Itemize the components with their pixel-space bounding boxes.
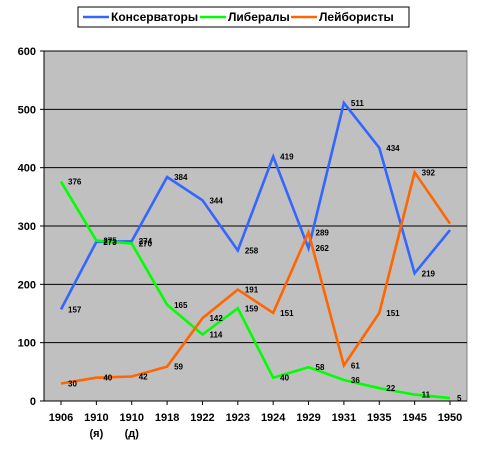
x-tick-sublabel: (я) <box>89 428 103 440</box>
series-line-2 <box>59 181 451 400</box>
x-tick-sublabel: (д) <box>125 428 140 440</box>
x-tick-label: 1924 <box>261 412 286 424</box>
data-label: 40 <box>280 374 289 383</box>
data-label: 61 <box>351 361 360 370</box>
x-tick-label: 1910 <box>84 412 108 424</box>
data-label: 392 <box>422 168 436 177</box>
y-tick-label: 400 <box>18 163 36 175</box>
x-tick-label: 1950 <box>438 412 462 424</box>
legend-label: Консерваторы <box>111 10 198 24</box>
x-axis: 1906 1910 (я) 1910 (д) 1918 1922 1923 1924 1929 19… <box>44 400 467 440</box>
series-line-1 <box>59 99 452 311</box>
y-tick-label: 300 <box>18 221 36 233</box>
x-tick-label: 1931 <box>332 412 356 424</box>
y-tick-label: 500 <box>18 104 36 116</box>
data-label: 275 <box>103 237 117 246</box>
y-tick-label: 0 <box>30 396 36 408</box>
legend-label: Лейбористы <box>319 10 394 24</box>
data-label: 159 <box>245 304 259 313</box>
x-tick-label: 1910 <box>119 412 143 424</box>
data-label: 42 <box>139 373 148 382</box>
x-tick-label: 1922 <box>190 412 214 424</box>
data-label: 114 <box>209 331 222 340</box>
data-label: 191 <box>245 286 259 295</box>
data-label: 36 <box>351 376 360 385</box>
y-tick-label: 200 <box>18 279 36 291</box>
data-label: 262 <box>316 244 330 253</box>
data-label: 142 <box>209 314 223 323</box>
data-label: 384 <box>174 173 188 182</box>
data-label: 289 <box>316 228 330 237</box>
data-label: 22 <box>386 384 395 393</box>
data-label: 58 <box>316 363 325 372</box>
data-label: 30 <box>68 380 77 389</box>
data-label: 157 <box>68 305 82 314</box>
x-tick-label: 1906 <box>49 412 73 424</box>
data-label: 151 <box>386 309 400 318</box>
data-label: 40 <box>103 374 112 383</box>
data-label: 151 <box>280 309 294 318</box>
y-tick-label: 600 <box>18 46 36 58</box>
series-lines <box>59 99 452 400</box>
data-label: 344 <box>209 196 223 205</box>
data-label: 165 <box>174 301 188 310</box>
data-label: 419 <box>280 153 294 162</box>
data-label: 5 <box>457 394 462 403</box>
y-tick-label: 100 <box>18 338 36 350</box>
data-label: 270 <box>139 240 153 249</box>
data-label: 511 <box>351 99 364 108</box>
data-label: 59 <box>174 363 183 372</box>
data-label: 376 <box>68 178 82 187</box>
x-tick-label: 1918 <box>155 412 179 424</box>
x-tick-label: 1929 <box>296 412 320 424</box>
data-label: 274 <box>139 237 153 246</box>
x-tick-label: 1935 <box>367 412 391 424</box>
x-tick-label: 1945 <box>402 412 426 424</box>
data-label: 434 <box>386 144 400 153</box>
legend-box <box>77 6 410 28</box>
legend: Консерваторы Либералы Лейбористы <box>77 6 410 28</box>
series-line-3 <box>60 169 452 385</box>
legend-label: Либералы <box>228 10 290 24</box>
data-label: 273 <box>103 238 117 247</box>
x-tick-label: 1923 <box>226 412 250 424</box>
y-axis: 0 100 200 300 400 500 600 <box>18 46 45 408</box>
data-label: 258 <box>245 247 259 256</box>
data-label: 219 <box>422 269 436 278</box>
data-label: 11 <box>422 391 431 400</box>
